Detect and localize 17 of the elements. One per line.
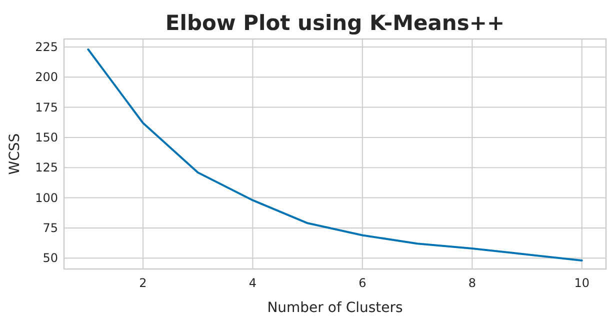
y-tick-label: 150	[35, 130, 58, 144]
y-tick-label: 200	[35, 70, 58, 84]
y-tick-label: 100	[35, 190, 58, 205]
chart-title: Elbow Plot using K-Means++	[165, 11, 505, 35]
x-tick-label: 8	[468, 276, 476, 290]
x-tick-label: 4	[248, 276, 257, 290]
y-tick-label: 50	[42, 251, 58, 266]
y-tick-label: 125	[35, 160, 58, 175]
y-tick-label: 175	[35, 100, 58, 114]
x-tick-label: 10	[574, 276, 590, 290]
x-tick-label: 2	[139, 276, 147, 290]
line-series	[87, 48, 583, 262]
x-tick-label: 6	[358, 276, 366, 290]
y-axis-title: WCSS	[7, 133, 23, 175]
x-axis-title: Number of Clusters	[267, 300, 403, 316]
y-tick-label: 75	[42, 220, 58, 235]
y-tick-label: 225	[35, 40, 58, 54]
